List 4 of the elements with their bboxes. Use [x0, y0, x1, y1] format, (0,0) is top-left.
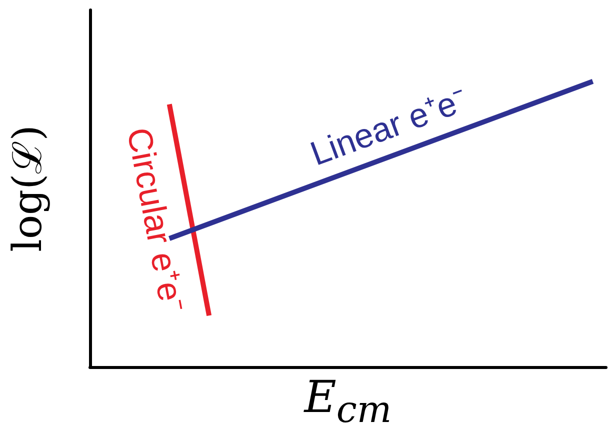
text: Circular e⁺e⁻	[119, 124, 192, 316]
text: Linear e⁺e⁻	[306, 80, 472, 174]
x-axis-title: E$_{cm}$	[302, 372, 393, 433]
y-axis-title: log(ℒ)	[5, 125, 51, 252]
